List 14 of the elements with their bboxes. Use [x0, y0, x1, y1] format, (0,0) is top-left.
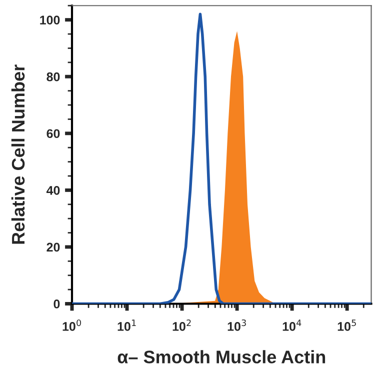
x-tick-label: 10$^{3}$	[228, 319, 246, 331]
x-tick-label: 10$^{2}$	[172, 319, 191, 331]
x-tick-label: 10$^{0}$	[62, 319, 82, 331]
x-tick-label: 10$^{1}$	[118, 320, 136, 331]
y-axis-title: Relative Cell Number	[11, 64, 25, 244]
y-tick-label: 60	[46, 129, 60, 138]
x-axis-title: α– Smooth Muscle Actin	[118, 350, 326, 364]
y-tick-label: 100	[40, 16, 60, 24]
x-tick-label: 10$^{4}$	[282, 320, 302, 331]
y-tick-label: 80	[46, 72, 60, 82]
y-tick-label: 40	[46, 186, 60, 195]
y-tick-label: 20	[46, 242, 60, 252]
y-tick-label: 0	[54, 300, 60, 308]
x-tick-label: 10$^{5}$	[338, 320, 356, 331]
